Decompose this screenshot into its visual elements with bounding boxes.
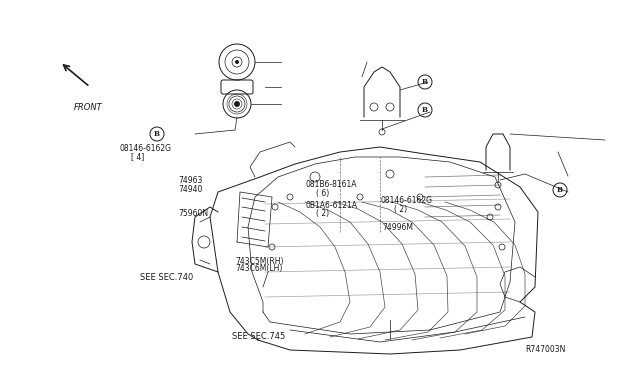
Text: R747003N: R747003N xyxy=(525,345,565,354)
Text: 74963: 74963 xyxy=(178,176,202,185)
Text: FRONT: FRONT xyxy=(74,103,102,112)
Circle shape xyxy=(235,60,239,64)
Text: 743C6M(LH): 743C6M(LH) xyxy=(236,264,283,273)
Circle shape xyxy=(234,101,240,107)
Text: 74996M: 74996M xyxy=(382,223,413,232)
Text: 08146-6162G: 08146-6162G xyxy=(380,196,432,205)
Text: [ 4]: [ 4] xyxy=(131,153,145,161)
Text: B: B xyxy=(422,106,428,114)
Text: ( 2): ( 2) xyxy=(394,205,408,214)
Text: 0B1A6-6121A: 0B1A6-6121A xyxy=(305,201,357,210)
Text: B: B xyxy=(422,78,428,86)
Text: B: B xyxy=(557,186,563,194)
Text: 74940: 74940 xyxy=(178,185,202,193)
Text: SEE SEC.745: SEE SEC.745 xyxy=(232,332,285,341)
Text: 743C5M(RH): 743C5M(RH) xyxy=(236,257,284,266)
Text: 081B6-8161A: 081B6-8161A xyxy=(305,180,356,189)
Text: 08146-6162G: 08146-6162G xyxy=(119,144,171,153)
Text: 75960N: 75960N xyxy=(178,209,208,218)
Text: ( 6): ( 6) xyxy=(316,189,330,198)
Text: SEE SEC.740: SEE SEC.740 xyxy=(140,273,193,282)
Text: ( 2): ( 2) xyxy=(316,209,330,218)
Text: B: B xyxy=(154,130,160,138)
